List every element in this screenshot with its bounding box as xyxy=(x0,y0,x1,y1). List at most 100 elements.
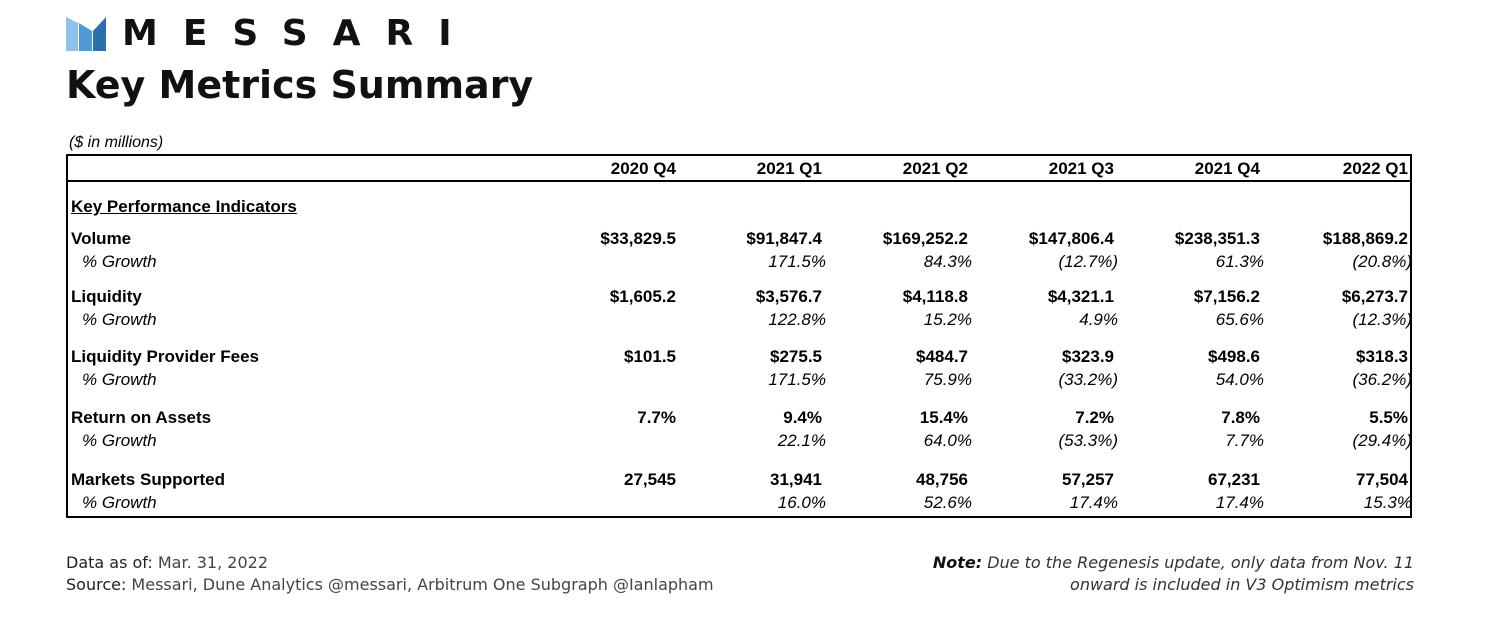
table-row-growth: % Growth 122.8% 15.2% 4.9% 65.6% (12.3%) xyxy=(68,309,1412,331)
growth-value: 122.8% xyxy=(768,310,826,329)
metric-value: 7.8% xyxy=(1221,408,1260,427)
metric-value: $3,576.7 xyxy=(755,287,822,306)
metric-value: $91,847.4 xyxy=(746,229,822,248)
metric-value: $238,351.3 xyxy=(1174,229,1260,248)
growth-label: % Growth xyxy=(82,493,157,512)
metric-value: $275.5 xyxy=(770,347,822,366)
growth-value: (36.2%) xyxy=(1352,370,1412,389)
metric-value: 57,257 xyxy=(1062,470,1114,489)
metric-label: Return on Assets xyxy=(71,408,212,427)
growth-value: 84.3% xyxy=(923,252,972,271)
growth-value: 65.6% xyxy=(1215,310,1264,329)
brand-name: MESSARI xyxy=(122,13,477,54)
source-line: Source: Messari, Dune Analytics @messari… xyxy=(66,574,714,596)
table-row: Liquidity $1,605.2 $3,576.7 $4,118.8 $4,321.… xyxy=(68,286,1410,308)
metric-value: $1,605.2 xyxy=(609,287,676,306)
metric-value: $101.5 xyxy=(624,347,676,366)
growth-value: 52.6% xyxy=(923,493,972,512)
table-row-growth: % Growth 171.5% 84.3% (12.7%) 61.3% (20.8%) xyxy=(68,251,1412,273)
table-header-row: 2020 Q4 2021 Q1 2021 Q2 2021 Q3 2021 Q4 2022 … xyxy=(68,156,1410,182)
metric-label: Liquidity xyxy=(71,287,142,306)
metric-value: $169,252.2 xyxy=(882,229,968,248)
column-header: 2021 Q2 xyxy=(902,159,968,178)
growth-value: 61.3% xyxy=(1215,252,1264,271)
metric-value: 9.4% xyxy=(783,408,822,427)
growth-value: 17.4% xyxy=(1069,493,1118,512)
metric-value: $318.3 xyxy=(1356,347,1408,366)
metric-value: 7.7% xyxy=(637,408,676,427)
metric-value: $33,829.5 xyxy=(600,229,676,248)
metric-value: $188,869.2 xyxy=(1322,229,1408,248)
metric-value: 67,231 xyxy=(1208,470,1260,489)
metrics-table: 2020 Q4 2021 Q1 2021 Q2 2021 Q3 2021 Q4 2022 … xyxy=(66,154,1412,518)
metric-value: 5.5% xyxy=(1369,408,1408,427)
growth-value: 75.9% xyxy=(923,370,972,389)
column-header: 2021 Q1 xyxy=(756,159,822,178)
section-heading: Key Performance Indicators xyxy=(71,197,297,216)
footer-source: Data as of: Mar. 31, 2022 Source: Messar… xyxy=(66,552,714,596)
growth-value: 171.5% xyxy=(768,370,826,389)
table-row: Return on Assets 7.7% 9.4% 15.4% 7.2% 7.8% 5.5… xyxy=(68,407,1410,429)
growth-value: 22.1% xyxy=(777,431,826,450)
table-row: Liquidity Provider Fees $101.5 $275.5 $484.… xyxy=(68,346,1410,368)
growth-value: 15.2% xyxy=(923,310,972,329)
metric-label: Markets Supported xyxy=(71,470,225,489)
table-row: Volume $33,829.5 $91,847.4 $169,252.2 $147,8… xyxy=(68,228,1410,250)
growth-value: 4.9% xyxy=(1079,310,1118,329)
messari-m-icon xyxy=(66,17,106,51)
growth-label: % Growth xyxy=(82,431,157,450)
metric-value: $484.7 xyxy=(916,347,968,366)
metric-label: Volume xyxy=(71,229,132,248)
column-header: 2022 Q1 xyxy=(1342,159,1408,178)
data-as-of: Data as of: Mar. 31, 2022 xyxy=(66,552,714,574)
table-row: Markets Supported 27,545 31,941 48,756 57,25… xyxy=(68,469,1410,491)
metric-value: $4,118.8 xyxy=(902,287,968,306)
growth-label: % Growth xyxy=(82,310,157,329)
growth-value: 17.4% xyxy=(1215,493,1264,512)
column-header: 2020 Q4 xyxy=(610,159,676,178)
growth-label: % Growth xyxy=(82,252,157,271)
metric-value: 7.2% xyxy=(1075,408,1114,427)
footer-note: Note: Due to the Regenesis update, only … xyxy=(894,552,1414,596)
messari-logo: MESSARI xyxy=(66,14,477,54)
metric-value: 15.4% xyxy=(919,408,968,427)
metric-value: $323.9 xyxy=(1062,347,1114,366)
growth-value: 16.0% xyxy=(777,493,826,512)
growth-value: 7.7% xyxy=(1225,431,1264,450)
growth-value: (20.8%) xyxy=(1352,252,1412,271)
metric-value: $498.6 xyxy=(1208,347,1260,366)
table-row-growth: % Growth 16.0% 52.6% 17.4% 17.4% 15.3% xyxy=(68,492,1412,514)
metric-label: Liquidity Provider Fees xyxy=(71,347,259,366)
source-label: Source: xyxy=(66,575,127,594)
column-header: 2021 Q4 xyxy=(1194,159,1260,178)
units-note: ($ in millions) xyxy=(69,134,164,151)
note-text-1: Due to the Regenesis update, only data f… xyxy=(982,553,1414,572)
metric-value: $4,321.1 xyxy=(1047,287,1114,306)
growth-value: (29.4%) xyxy=(1352,431,1412,450)
metric-value: 27,545 xyxy=(624,470,676,489)
page-title: Key Metrics Summary xyxy=(66,63,534,107)
growth-value: 64.0% xyxy=(923,431,972,450)
growth-value: (12.3%) xyxy=(1352,310,1412,329)
metric-value: 77,504 xyxy=(1356,470,1408,489)
source-value: Messari, Dune Analytics @messari, Arbitr… xyxy=(126,575,714,594)
metric-value: $7,156.2 xyxy=(1193,287,1260,306)
growth-value: 15.3% xyxy=(1363,493,1412,512)
growth-label: % Growth xyxy=(82,370,157,389)
growth-value: (33.2%) xyxy=(1058,370,1118,389)
growth-value: 171.5% xyxy=(768,252,826,271)
metric-value: $6,273.7 xyxy=(1341,287,1408,306)
growth-value: 54.0% xyxy=(1215,370,1264,389)
growth-value: (12.7%) xyxy=(1058,252,1118,271)
table-row-growth: % Growth 171.5% 75.9% (33.2%) 54.0% (36.2%) xyxy=(68,369,1412,391)
column-header: 2021 Q3 xyxy=(1048,159,1114,178)
metric-value: 48,756 xyxy=(916,470,968,489)
metric-value: $147,806.4 xyxy=(1028,229,1114,248)
growth-value: (53.3%) xyxy=(1058,431,1118,450)
note-line-2: onward is included in V3 Optimism metric… xyxy=(1070,575,1414,594)
data-as-of-value: Mar. 31, 2022 xyxy=(152,553,268,572)
table-row-growth: % Growth 22.1% 64.0% (53.3%) 7.7% (29.4%) xyxy=(68,430,1412,452)
metric-value: 31,941 xyxy=(770,470,822,489)
note-label: Note: xyxy=(932,553,983,572)
note-line-1: Note: Due to the Regenesis update, only … xyxy=(894,552,1414,574)
